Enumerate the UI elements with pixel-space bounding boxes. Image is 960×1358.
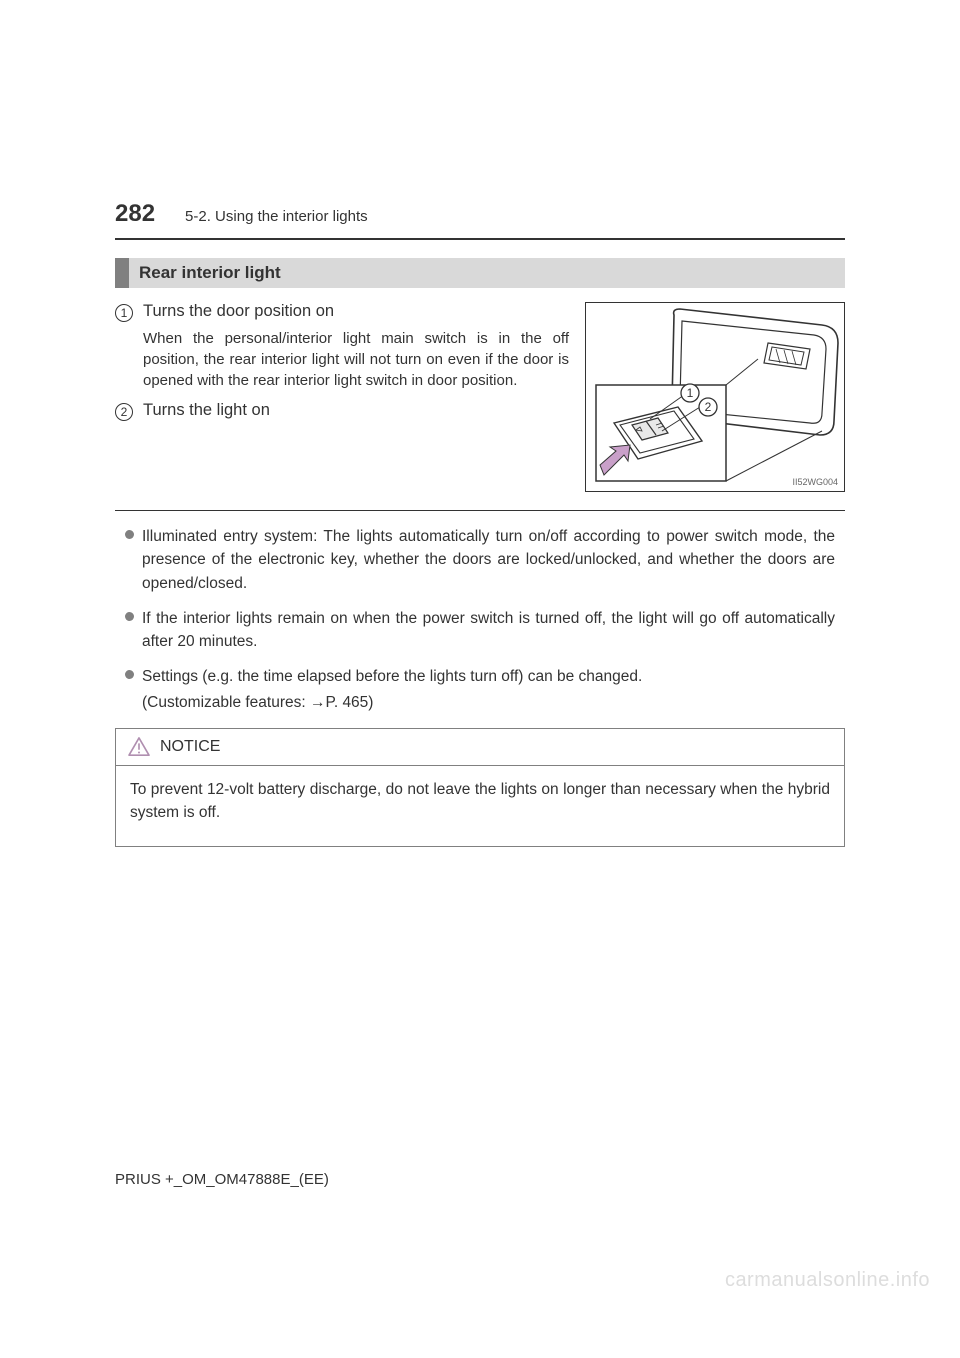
bullet-text: Settings (e.g. the time elapsed before t… [142,665,642,688]
page-header: 282 5-2. Using the interior lights [115,200,845,240]
bullet-2: If the interior lights remain on when th… [125,607,835,654]
page-number: 282 [115,200,155,228]
bullet-list: Illuminated entry system: The lights aut… [115,525,845,714]
bullet-text: If the interior lights remain on when th… [142,607,835,654]
section-heading: Rear interior light [115,258,845,288]
item-1: 1 Turns the door position on [115,302,569,322]
item-desc-1: When the personal/interior light main sw… [143,328,569,391]
notice-title: NOTICE [160,738,220,756]
footer: PRIUS +_OM_OM47888E_(EE) [115,1171,329,1188]
heading-stripe [115,258,129,288]
watermark: carmanualsonline.info [725,1269,930,1292]
heading-text: Rear interior light [129,258,845,288]
diagram: 1 2 II52WG004 [585,302,845,492]
bullet-dot-icon [125,612,134,621]
bullet-dot-icon [125,530,134,539]
bullet-3-sub: (Customizable features: →P. 465) [142,691,835,714]
item-number-2: 2 [115,403,133,421]
warning-icon [128,737,150,757]
divider [115,510,845,511]
bullet-dot-icon [125,670,134,679]
callout-1: 1 [687,386,694,400]
item-title-2: Turns the light on [143,401,270,420]
item-2: 2 Turns the light on [115,401,569,421]
bullet-3: Settings (e.g. the time elapsed before t… [125,665,835,688]
bullet-text: Illuminated entry system: The lights aut… [142,525,835,595]
item-title-1: Turns the door position on [143,302,334,321]
item-number-1: 1 [115,304,133,322]
section-label: 5-2. Using the interior lights [185,208,368,225]
item-list: 1 Turns the door position on When the pe… [115,302,569,492]
notice-body: To prevent 12-volt battery discharge, do… [116,766,844,847]
notice-box: NOTICE To prevent 12-volt battery discha… [115,728,845,848]
diagram-code: II52WG004 [792,477,838,487]
bullet-1: Illuminated entry system: The lights aut… [125,525,835,595]
callout-2: 2 [705,400,712,414]
